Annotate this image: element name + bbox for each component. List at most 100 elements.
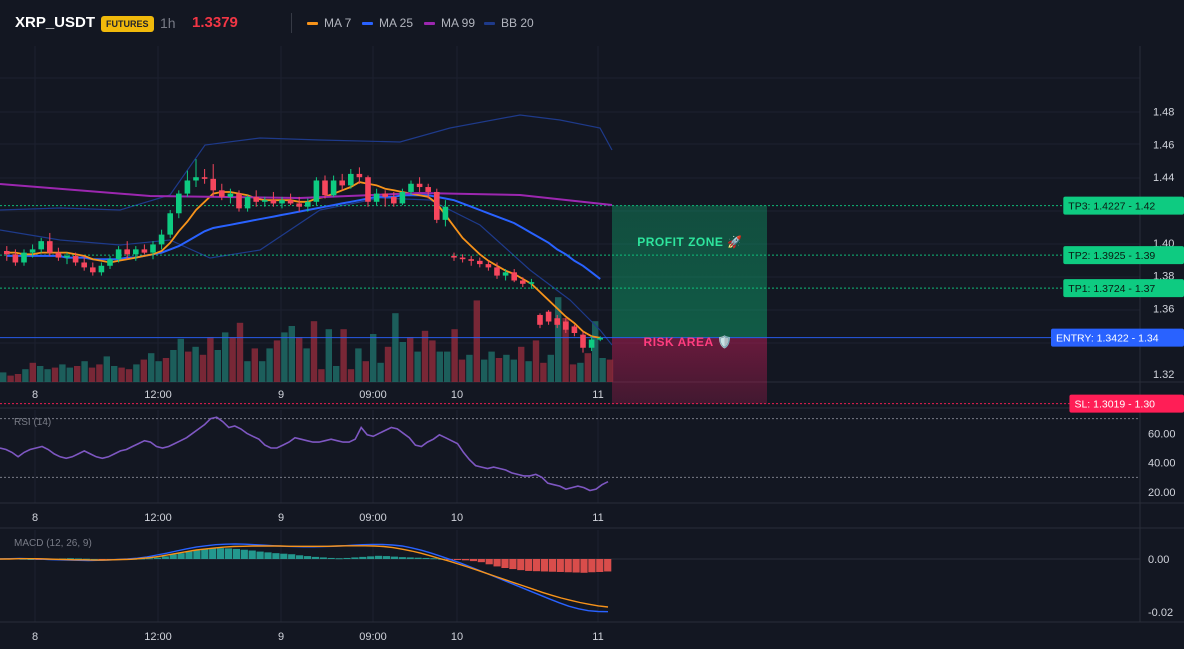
grid-lines xyxy=(0,46,1184,623)
legend-bb20[interactable]: BB 20 xyxy=(484,16,534,30)
volume-bar xyxy=(96,364,103,382)
rsi-tick: 20.00 xyxy=(1148,487,1176,499)
time-tick: 12:00 xyxy=(144,389,172,401)
volume-bar xyxy=(251,348,258,382)
volume-bar xyxy=(436,351,443,382)
profit-zone xyxy=(612,205,767,338)
candle-body xyxy=(563,321,569,330)
candle-body xyxy=(201,177,208,179)
time-tick: 10 xyxy=(451,631,463,643)
macd-hist-bar xyxy=(153,557,161,559)
price-tag-tp xyxy=(1063,246,1184,265)
macd-hist-bar xyxy=(335,558,343,560)
moving-averages xyxy=(0,181,613,339)
volume-bar xyxy=(370,334,377,382)
candle-body xyxy=(373,193,380,202)
macd-hist-bar xyxy=(217,548,225,559)
volume-bar xyxy=(140,359,147,382)
volume-bar xyxy=(118,367,125,382)
trade-zones xyxy=(612,205,767,404)
candle-body xyxy=(502,272,509,276)
price-tick: 1.36 xyxy=(1153,303,1174,315)
volume-bar xyxy=(421,330,429,382)
legend-ma7[interactable]: MA 7 xyxy=(307,16,351,30)
volume-bar xyxy=(229,337,236,382)
candle-body xyxy=(124,249,130,255)
volume-bar xyxy=(44,369,51,382)
time-tick: 12:00 xyxy=(144,512,172,524)
candle-body xyxy=(382,193,388,197)
volume-bar xyxy=(429,340,436,382)
macd-hist-bar xyxy=(351,557,359,559)
volume-bar xyxy=(177,338,184,382)
volume-bar xyxy=(51,367,59,382)
volume-bar xyxy=(577,362,584,382)
time-tick: 09:00 xyxy=(359,389,387,401)
volume-bar xyxy=(606,359,614,382)
macd-line xyxy=(0,543,609,613)
macd-hist-bar xyxy=(596,559,604,572)
macd-hist-bar xyxy=(525,559,533,571)
bollinger-bands xyxy=(0,114,613,346)
timeframe-label[interactable]: 1h xyxy=(160,15,176,31)
candle-body xyxy=(90,267,96,273)
candle-body xyxy=(107,259,113,266)
candle-body xyxy=(12,254,19,263)
risk-area xyxy=(612,337,767,404)
candle-body xyxy=(81,262,87,268)
bb-upper xyxy=(0,114,613,211)
candle-body xyxy=(365,177,371,202)
time-tick: 11 xyxy=(592,512,603,524)
candle-body xyxy=(485,264,492,268)
legend-ma99[interactable]: MA 99 xyxy=(424,16,475,30)
volume-bar xyxy=(592,321,599,382)
time-tick: 09:00 xyxy=(359,512,387,524)
candle-body xyxy=(391,196,397,204)
macd-hist-bar xyxy=(540,559,549,572)
macd-hist-bar xyxy=(272,553,280,559)
symbol-title[interactable]: XRP_USDT xyxy=(15,14,96,31)
macd-tick: -0.02 xyxy=(1148,607,1173,619)
candle-body xyxy=(29,249,36,253)
candle-body xyxy=(442,206,449,220)
macd-hist-bar xyxy=(556,559,564,572)
candle-body xyxy=(227,193,234,197)
volume-bar xyxy=(74,366,81,382)
volume-bar xyxy=(88,367,96,382)
macd-hist-bar xyxy=(224,548,233,559)
volume-bar xyxy=(340,329,347,382)
macd-hist-bar xyxy=(193,550,201,559)
volume-bar xyxy=(562,318,569,382)
ma99-line xyxy=(0,183,613,206)
time-tick: 9 xyxy=(278,389,284,401)
candle-body xyxy=(434,191,440,220)
macd-hist-bar xyxy=(422,557,430,559)
price-tick: 1.32 xyxy=(1153,369,1174,381)
time-tick: 9 xyxy=(278,512,284,524)
price-tick: 1.48 xyxy=(1153,107,1174,119)
macd-hist-bar xyxy=(382,556,391,559)
macd-hist-bar xyxy=(177,553,185,559)
candle-body xyxy=(253,196,259,202)
candle-body xyxy=(64,255,70,258)
candle-body xyxy=(47,241,53,253)
volume-bar xyxy=(148,353,155,382)
volume-bar xyxy=(303,348,310,382)
candle-body xyxy=(262,200,268,202)
ma99-swatch xyxy=(424,21,435,25)
macd-hist-bar xyxy=(303,556,312,559)
candle-body xyxy=(72,255,79,263)
macd-hist-bar xyxy=(493,559,501,567)
candle-body xyxy=(520,280,526,284)
price-tags: TP3: 1.4227 - 1.42 TP2: 1.3925 - 1.39 TP1:… xyxy=(1051,196,1184,413)
candle-body xyxy=(210,178,216,191)
ma25-line xyxy=(6,194,601,280)
legend-ma25[interactable]: MA 25 xyxy=(362,16,413,30)
candle-body xyxy=(459,257,466,260)
volume-bar xyxy=(525,361,532,382)
volume-bar xyxy=(273,340,281,382)
price-tag-text: TP1: 1.3724 - 1.37 xyxy=(1068,283,1155,295)
price-tag-tp xyxy=(1063,279,1184,298)
macd-hist-bar xyxy=(477,559,485,563)
